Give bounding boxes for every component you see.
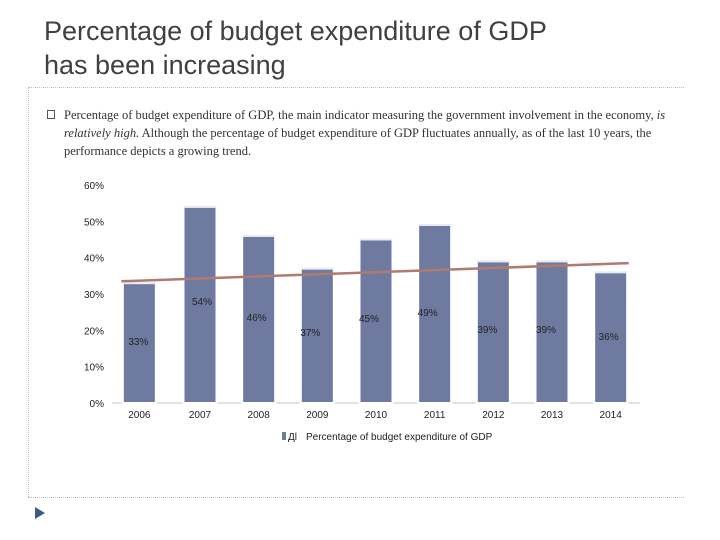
body-paragraph: Percentage of budget expenditure of GDP,…	[64, 106, 680, 160]
bar	[182, 205, 218, 404]
data-label: 49%	[418, 308, 438, 319]
x-tick-label: 2008	[248, 410, 271, 421]
trend-line	[121, 261, 629, 283]
x-tick-label: 2013	[541, 410, 564, 421]
y-tick-label: 50%	[84, 217, 104, 228]
data-label: 39%	[536, 325, 556, 336]
data-label: 33%	[128, 337, 148, 348]
data-label: 45%	[359, 314, 379, 325]
y-tick-label: 20%	[84, 326, 104, 337]
body-text-italic: is relatively high.	[64, 108, 666, 140]
left-divider	[28, 87, 29, 497]
title-line-1: Percentage of budget expenditure of GDP	[44, 16, 547, 46]
bar	[358, 238, 394, 404]
data-label: 36%	[599, 332, 619, 343]
bar	[241, 234, 277, 404]
data-label: 54%	[192, 297, 212, 308]
x-tick-label: 2009	[306, 410, 329, 421]
x-tick-label: 2011	[424, 410, 446, 421]
data-label: 37%	[300, 328, 320, 339]
y-tick-label: 10%	[84, 363, 104, 374]
y-tick-label: 0%	[90, 399, 105, 410]
legend-swatch	[282, 432, 286, 440]
bar	[593, 271, 629, 405]
bar	[299, 267, 335, 405]
bottom-divider	[28, 497, 684, 498]
slide-title: Percentage of budget expenditure of GDP …	[44, 14, 684, 82]
triangle-right-icon[interactable]	[33, 506, 47, 520]
top-divider	[28, 87, 684, 88]
legend-label: Percentage of budget expenditure of GDP	[306, 432, 493, 443]
title-line-2: has been increasing	[44, 50, 286, 80]
bullet-box-icon	[47, 110, 55, 119]
x-tick-label: 2012	[482, 410, 505, 421]
legend-marker-text: Дl	[288, 432, 297, 443]
data-label: 46%	[247, 313, 267, 324]
y-tick-label: 30%	[84, 290, 104, 301]
x-tick-label: 2010	[365, 410, 388, 421]
body-text-part-1: Percentage of budget expenditure of GDP,…	[64, 108, 657, 122]
x-tick-label: 2014	[600, 410, 623, 421]
body-text-part-2: Although the percentage of budget expend…	[64, 126, 652, 158]
data-label: 39%	[477, 325, 497, 336]
y-tick-label: 40%	[84, 254, 104, 265]
x-tick-label: 2007	[189, 410, 212, 421]
x-tick-label: 2006	[128, 410, 151, 421]
y-tick-label: 60%	[84, 181, 104, 192]
